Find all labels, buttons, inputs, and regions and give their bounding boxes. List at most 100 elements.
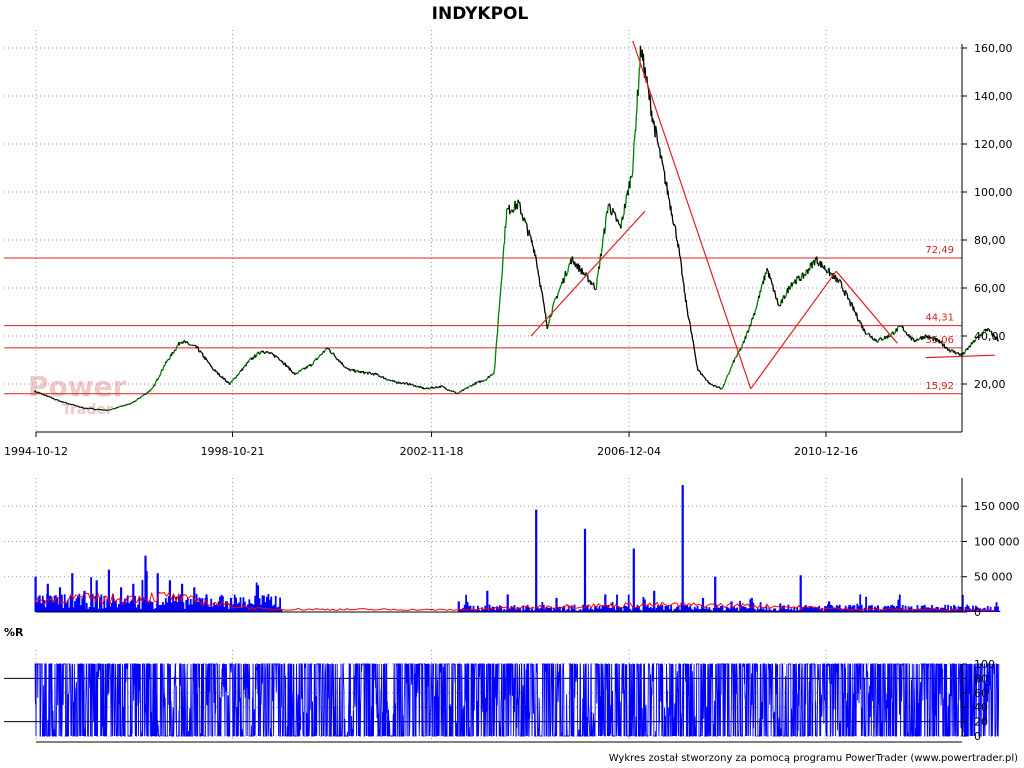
volume-bar — [186, 597, 189, 612]
volume-bar — [69, 595, 72, 612]
volume-bar — [931, 604, 933, 612]
volume-bar — [665, 606, 668, 612]
volume-bar — [677, 605, 680, 612]
volume-bar — [222, 596, 224, 612]
volume-bar — [698, 609, 700, 612]
volume-bar — [49, 595, 51, 612]
volume-bar — [50, 596, 53, 612]
volume-bar — [520, 610, 523, 612]
level-label: 15,92 — [925, 381, 954, 392]
volume-bar — [123, 598, 126, 612]
volume-bar — [707, 609, 709, 612]
volume-bar — [160, 604, 163, 612]
volume-bar — [619, 607, 621, 612]
volume-bar — [854, 610, 857, 612]
date-tick-label: 1998-10-21 — [201, 445, 265, 458]
volume-bar — [758, 609, 760, 612]
volume-bar — [469, 605, 472, 612]
volume-bar — [496, 606, 498, 612]
volume-bar — [988, 609, 990, 612]
volume-bar — [515, 609, 517, 612]
price-gridlines — [4, 30, 962, 432]
volume-bar — [37, 596, 40, 612]
volume-spike-bar — [828, 601, 831, 612]
volume-bar — [170, 602, 173, 612]
volume-bar — [140, 609, 142, 612]
volume-bar — [727, 607, 730, 612]
volume-bar — [271, 605, 274, 612]
level-label: 44,31 — [925, 313, 954, 324]
volume-bar — [881, 610, 884, 612]
volume-bar — [214, 604, 217, 612]
volume-bar — [815, 607, 818, 612]
volume-bar — [923, 604, 926, 612]
chart-title: INDYKPOL — [432, 4, 529, 24]
volume-bar — [597, 608, 599, 612]
volume-bar — [875, 608, 878, 612]
volume-spike-bar — [242, 603, 245, 612]
volume-bar — [569, 610, 571, 612]
volume-bar — [746, 608, 749, 612]
volume-bar — [893, 606, 895, 612]
volume-bar — [572, 608, 574, 612]
volume-bar — [56, 598, 59, 612]
volume-bar — [953, 604, 955, 612]
volume-bar — [138, 596, 141, 612]
volume-bar — [586, 605, 589, 612]
volume-bar — [188, 604, 191, 612]
volume-bar — [937, 607, 939, 612]
volume-bar — [720, 606, 722, 612]
volume-bar — [742, 606, 744, 612]
volume-bar — [150, 601, 153, 612]
volume-bar — [903, 610, 906, 612]
volume-bar — [545, 607, 548, 612]
volume-bar — [38, 595, 41, 612]
date-tick-label: 2006-12-04 — [597, 445, 661, 458]
price-tick-label: 120,00 — [974, 138, 1013, 151]
volume-bar — [831, 605, 834, 612]
volume-bar — [970, 610, 973, 612]
volume-tick-label: 0 — [974, 606, 981, 619]
volume-bar — [605, 605, 608, 612]
volume-bar — [276, 607, 279, 612]
volume-bar — [840, 608, 843, 612]
volume-bar — [504, 610, 507, 612]
volume-spike-bar — [925, 608, 928, 612]
oscillator-tick-label: 60 — [974, 687, 988, 700]
volume-bar — [594, 605, 596, 612]
volume-bar — [673, 609, 676, 612]
volume-bar — [915, 609, 917, 612]
volume-bar — [950, 606, 952, 612]
volume-bar — [749, 599, 752, 612]
volume-bar — [668, 609, 671, 612]
volume-bar — [106, 599, 109, 612]
volume-bar — [726, 607, 728, 612]
price-tick-label: 80,00 — [974, 234, 1006, 247]
volume-spike-bar — [156, 573, 159, 612]
volume-bar — [872, 610, 875, 612]
volume-bar — [501, 610, 504, 612]
volume-bar — [203, 604, 205, 612]
volume-bar — [226, 601, 229, 612]
volume-bar — [973, 609, 976, 612]
volume-bar — [195, 593, 198, 612]
volume-bar — [191, 604, 194, 612]
volume-bar — [610, 608, 613, 612]
volume-bar — [859, 594, 862, 612]
trendline — [925, 354, 995, 359]
volume-bar — [897, 599, 900, 612]
volume-bar — [736, 607, 739, 612]
volume-bar — [263, 595, 265, 612]
volume-bar — [122, 602, 125, 612]
volume-bar — [185, 600, 188, 612]
volume-bar — [841, 609, 844, 612]
volume-spike-bar — [583, 528, 587, 612]
volume-bar — [960, 606, 963, 612]
oscillator-tick-label: 0 — [974, 730, 981, 743]
volume-bar — [531, 608, 533, 612]
volume-bar — [838, 604, 841, 612]
volume-bar — [630, 610, 633, 612]
volume-bar — [529, 610, 532, 612]
volume-bar — [528, 607, 530, 612]
volume-y-axis: 0 50 000 100 000 150 000 — [36, 478, 1020, 619]
